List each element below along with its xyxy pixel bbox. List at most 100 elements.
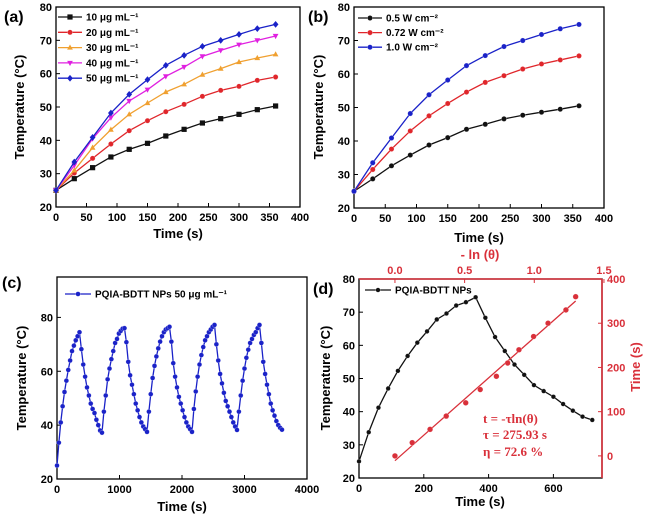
data-point (366, 429, 372, 435)
data-point (444, 100, 451, 107)
data-point (254, 38, 261, 44)
data-point (463, 62, 470, 69)
panel-label-c: (c) (2, 275, 22, 292)
series-20-g-ml- (53, 74, 279, 194)
y-axis-label-d: Temperature (°C) (318, 326, 333, 431)
data-point (550, 394, 556, 400)
data-point (221, 390, 227, 396)
y-tick-label: 50 (343, 374, 355, 386)
right-y-tick-label: 400 (607, 274, 625, 286)
top-x-tick-label: 1.5 (596, 265, 611, 277)
legend-label: 0.72 W cm⁻² (386, 28, 444, 39)
panel-a: (a) Temperature (°C) Time (s) 0 50 100 150 2… (4, 2, 309, 241)
data-point (218, 116, 224, 122)
data-point (369, 159, 376, 166)
data-point (127, 372, 133, 378)
data-point (91, 410, 98, 416)
x-tick-label: 50 (379, 213, 391, 225)
right-y-tick-label: 0 (607, 451, 613, 463)
data-point (189, 429, 195, 435)
data-point (108, 141, 114, 147)
y-tick-label: 80 (40, 2, 52, 14)
x-tick-label: 600 (544, 483, 562, 495)
legend-marker (367, 44, 373, 51)
x-tick-label: 300 (230, 212, 248, 224)
y-tick-label: 40 (41, 420, 53, 432)
data-point (545, 320, 552, 327)
data-point (181, 81, 187, 87)
y-axis-label-c: Temperature (°C) (14, 326, 29, 431)
x-tick-label: 100 (108, 212, 126, 224)
y-tick-label: 60 (343, 340, 355, 352)
data-point (482, 121, 489, 128)
data-point (236, 409, 242, 415)
data-point (144, 429, 150, 435)
panel-label-a: (a) (4, 9, 24, 26)
data-point (199, 42, 206, 50)
data-point (162, 74, 169, 80)
legend-label: 10 μg mL⁻¹ (86, 13, 139, 24)
data-point (243, 355, 249, 361)
data-point (108, 154, 114, 160)
data-point (258, 340, 264, 346)
data-point (69, 348, 75, 354)
x-axis-label-b: Time (s) (454, 230, 504, 245)
right-y-tick-label: 300 (607, 318, 625, 330)
legend-entry: 30 μg mL⁻¹ (58, 43, 139, 54)
data-point (176, 394, 182, 400)
data-point (67, 357, 73, 364)
data-point (236, 58, 242, 65)
data-point (108, 356, 114, 362)
data-point (444, 77, 451, 83)
data-point (254, 107, 260, 113)
top-x-axis-label-d: - ln (θ) (461, 247, 500, 262)
data-point (126, 111, 133, 117)
data-point (163, 133, 169, 139)
data-point (492, 334, 498, 340)
data-point (125, 359, 131, 365)
x-tick-label: 400 (291, 212, 309, 224)
data-point (576, 53, 582, 59)
data-point (76, 329, 83, 335)
data-point (236, 42, 242, 48)
data-point (538, 31, 545, 38)
data-point (388, 135, 395, 141)
data-point (254, 54, 261, 61)
y-tick-label: 40 (40, 135, 52, 147)
panel-label-b: (b) (308, 9, 328, 26)
data-point (519, 112, 526, 119)
data-point (493, 373, 500, 380)
data-point (502, 348, 508, 354)
data-point (99, 430, 105, 436)
data-point (213, 341, 219, 347)
data-point (271, 413, 278, 419)
data-point (351, 188, 357, 195)
data-point (181, 126, 187, 132)
data-point (114, 336, 120, 342)
data-point (531, 382, 537, 388)
data-point (254, 77, 261, 84)
fit-line (394, 300, 577, 462)
data-point (427, 426, 434, 433)
data-point (144, 76, 151, 84)
data-point (272, 20, 279, 28)
x-tick-label: 200 (470, 213, 488, 225)
data-point (219, 380, 225, 386)
series-pqia-bdtt-nps-50-g-ml- (54, 322, 285, 469)
data-point (462, 399, 469, 406)
series-0-5-w-cm- (351, 103, 582, 195)
data-point (71, 176, 77, 182)
data-point (168, 339, 174, 345)
data-point (482, 315, 488, 321)
data-point (541, 388, 547, 394)
data-point (236, 83, 242, 90)
annotation-equation: t = -τln(θ) (483, 411, 538, 426)
data-point (264, 382, 270, 388)
data-point (226, 409, 233, 415)
x-tick-label: 250 (501, 213, 519, 225)
data-point (395, 368, 401, 374)
data-point (388, 146, 395, 152)
legend-marker (67, 74, 73, 82)
data-point (240, 378, 246, 384)
x-axis-label-d: Time (s) (455, 494, 505, 509)
